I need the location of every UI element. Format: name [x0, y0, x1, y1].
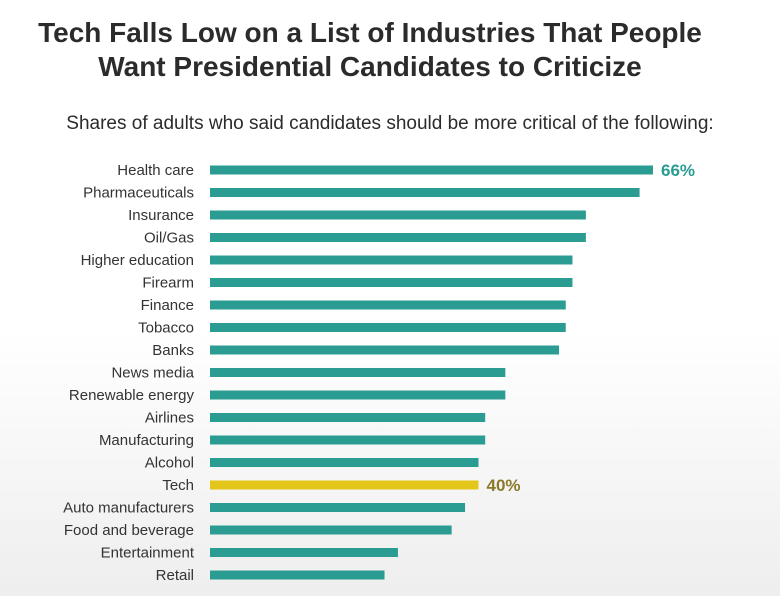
bar-manufacturing [210, 435, 486, 445]
bar-tobacco [210, 323, 566, 332]
data-label-health-care: 66% [661, 161, 695, 180]
chart-subtitle: Shares of adults who said candidates sho… [66, 113, 714, 134]
category-label-finance: Finance [141, 297, 194, 314]
bar-tech [210, 480, 479, 490]
bar-food-and-beverage [210, 525, 452, 535]
bar-firearm [210, 278, 573, 287]
category-label-banks: Banks [152, 342, 194, 359]
bar-banks [210, 345, 560, 355]
category-label-renewable-energy: Renewable energy [69, 387, 195, 404]
bar-auto-manufacturers [210, 503, 466, 512]
chart-title: Tech Falls Low on a List of Industries T… [0, 16, 740, 84]
bar-retail [210, 570, 385, 580]
bar-airlines [210, 413, 486, 422]
bar-alcohol [210, 458, 479, 467]
category-label-retail: Retail [156, 567, 194, 584]
category-label-news-media: News media [111, 365, 194, 382]
category-label-pharmaceuticals: Pharmaceuticals [83, 185, 194, 202]
category-label-higher-education: Higher education [81, 252, 194, 269]
category-label-entertainment: Entertainment [101, 545, 195, 562]
bar-entertainment [210, 548, 398, 557]
category-label-oil-gas: Oil/Gas [144, 230, 194, 247]
category-label-manufacturing: Manufacturing [99, 432, 194, 449]
bar-oil-gas [210, 233, 586, 242]
bar-higher-education [210, 255, 573, 265]
bar-pharmaceuticals [210, 188, 640, 197]
data-label-tech: 40% [486, 476, 520, 495]
category-label-airlines: Airlines [145, 410, 194, 427]
chart-title-line-2: Want Presidential Candidates to Criticiz… [98, 51, 642, 82]
category-label-food-and-beverage: Food and beverage [64, 522, 194, 539]
category-label-tobacco: Tobacco [138, 320, 194, 337]
bar-finance [210, 300, 566, 310]
category-label-tech: Tech [162, 477, 194, 494]
category-label-health-care: Health care [117, 162, 194, 179]
category-label-firearm: Firearm [142, 275, 194, 292]
chart-title-line-1: Tech Falls Low on a List of Industries T… [38, 17, 702, 48]
bar-insurance [210, 210, 586, 220]
category-label-auto-manufacturers: Auto manufacturers [63, 500, 194, 517]
bar-renewable-energy [210, 390, 506, 400]
category-label-alcohol: Alcohol [145, 455, 194, 472]
bar-news-media [210, 368, 506, 377]
category-label-insurance: Insurance [128, 207, 194, 224]
bar-health-care [210, 165, 653, 175]
